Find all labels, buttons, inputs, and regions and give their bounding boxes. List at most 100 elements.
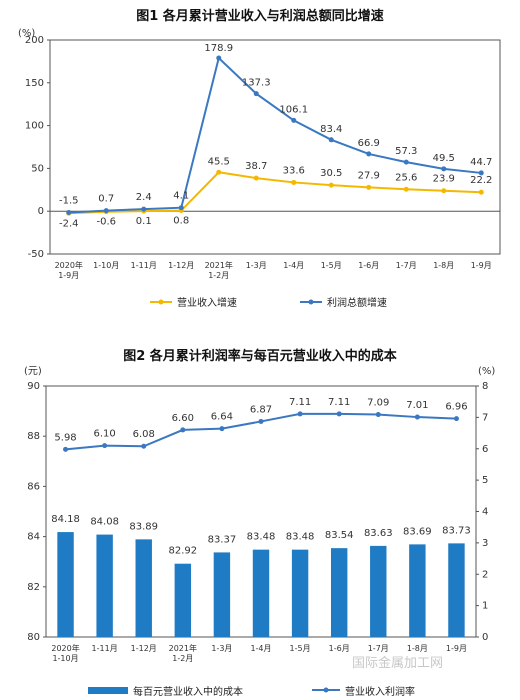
cost-bar-label: 83.37 — [208, 534, 237, 545]
revenue-point — [216, 169, 222, 175]
profit-point — [403, 159, 409, 165]
cost-bar-label: 82.92 — [168, 546, 197, 557]
profit-point — [328, 137, 334, 143]
chart2-y-tick-left: 88 — [27, 431, 40, 442]
profit-point — [366, 151, 372, 157]
chart2-y-tick-right: 1 — [482, 601, 488, 612]
chart2-x-tick: 1-9月 — [446, 644, 467, 653]
chart2-y-unit-right: (%) — [478, 366, 495, 377]
chart1-x-tick: 1-6月 — [358, 261, 379, 270]
chart2-y-tick-left: 82 — [27, 582, 40, 593]
profit-data-label: 83.4 — [320, 124, 342, 135]
cost-bar-label: 83.48 — [286, 532, 315, 543]
chart1-y-tick: 200 — [25, 35, 44, 46]
chart1-legend: 营业收入增速 利润总额增速 — [150, 296, 387, 309]
cost-bar — [174, 563, 192, 637]
revenue-point — [253, 175, 259, 181]
revenue-data-label: 0.1 — [136, 216, 152, 227]
profit-data-label: 106.1 — [279, 104, 308, 115]
chart1-plot-frame — [49, 39, 501, 255]
cost-bar — [448, 543, 465, 637]
chart1-y-unit: (%) — [18, 28, 35, 39]
chart1-x-tick: 1-9月 — [471, 261, 492, 270]
chart1-x-tick: 1-4月 — [283, 261, 304, 270]
margin-data-label: 6.64 — [211, 412, 233, 423]
chart1-x-tick: 1-10月 — [93, 261, 119, 270]
chart2-x-tick: 1-2月 — [172, 654, 193, 663]
chart1-x-tick: 1-11月 — [131, 261, 157, 270]
chart2-y-tick-left: 80 — [27, 632, 40, 643]
cost-bar-label: 83.48 — [247, 532, 276, 543]
chart1-x-tick: 2020年 — [55, 260, 83, 270]
chart1-x-tick: 2021年 — [205, 260, 233, 270]
legend-margin: 营业收入利润率 — [345, 685, 415, 698]
margin-data-label: 6.60 — [172, 413, 194, 424]
profit-point — [178, 205, 184, 211]
cost-bar — [213, 552, 231, 637]
revenue-point — [291, 179, 297, 185]
chart2-legend: 每百元营业收入中的成本 营业收入利润率 — [88, 685, 415, 698]
chart2-x-tick: 1-8月 — [407, 644, 428, 653]
cost-bar-label: 84.18 — [51, 514, 80, 525]
chart2-x-tick: 1-10月 — [52, 654, 78, 663]
legend-cost: 每百元营业收入中的成本 — [133, 685, 243, 698]
cost-bar — [57, 532, 74, 637]
cost-bar-label: 83.73 — [442, 525, 471, 536]
chart2-x-tick: 2021年 — [169, 643, 197, 653]
chart1-y-tick: 100 — [25, 121, 44, 132]
profit-point — [66, 209, 72, 215]
margin-data-label: 7.01 — [406, 400, 428, 411]
chart-profit-margin-cost: 图2 各月累计利润率与每百元营业收入中的成本 (元) (%) 808284868… — [24, 348, 495, 698]
legend-margin-marker — [323, 687, 329, 693]
profit-data-label: 4.1 — [173, 191, 189, 202]
profit-data-label: 66.9 — [358, 138, 380, 149]
cost-bar-label: 83.54 — [325, 530, 354, 541]
revenue-data-label: 0.8 — [173, 216, 189, 227]
revenue-point — [441, 188, 447, 194]
cost-bar — [252, 549, 270, 637]
chart2-y-tick-right: 6 — [482, 444, 488, 455]
revenue-point — [403, 186, 409, 192]
cost-bar-label: 83.89 — [129, 521, 158, 532]
chart1-y-tick: 50 — [31, 163, 44, 174]
cost-bar — [330, 548, 348, 637]
chart1-y-tick: 0 — [38, 206, 44, 217]
revenue-point — [478, 189, 484, 195]
margin-point — [414, 414, 420, 420]
legend-profit-growth: 利润总额增速 — [327, 296, 387, 309]
revenue-data-label: -0.6 — [96, 217, 116, 228]
profit-data-label: 178.9 — [204, 43, 233, 54]
cost-bar-label: 84.08 — [90, 517, 119, 528]
margin-point — [375, 412, 381, 418]
profit-data-label: 137.3 — [242, 78, 271, 89]
margin-data-label: 6.87 — [250, 404, 272, 415]
chart2-y-tick-left: 86 — [27, 481, 40, 492]
profit-data-label: -1.5 — [59, 195, 79, 206]
chart2-x-tick: 1-6月 — [329, 644, 350, 653]
cost-bar — [291, 549, 309, 637]
profit-data-label: 2.4 — [136, 192, 152, 203]
margin-point — [453, 416, 459, 422]
chart2-y-tick-right: 5 — [482, 475, 488, 486]
chart1-x-tick: 1-9月 — [58, 271, 79, 280]
margin-point — [297, 411, 303, 417]
margin-data-label: 6.96 — [445, 402, 467, 413]
chart2-y-tick-right: 4 — [482, 507, 488, 518]
revenue-data-label: 30.5 — [320, 168, 342, 179]
profit-point — [291, 117, 297, 123]
profit-point — [441, 166, 447, 172]
chart1-x-tick: 1-3月 — [246, 261, 267, 270]
chart2-x-tick: 1-5月 — [290, 644, 311, 653]
series-line-revenue — [68, 171, 482, 215]
margin-data-label: 7.11 — [289, 397, 311, 408]
chart2-x-tick: 1-4月 — [250, 644, 271, 653]
profit-point — [141, 206, 147, 212]
profit-data-label: 49.5 — [433, 153, 455, 164]
margin-point — [102, 443, 108, 449]
revenue-data-label: 45.5 — [208, 156, 230, 167]
chart2-title: 图2 各月累计利润率与每百元营业收入中的成本 — [123, 348, 397, 364]
chart1-x-tick: 1-12月 — [168, 261, 194, 270]
legend-profit-marker — [308, 299, 314, 305]
revenue-data-label: 23.9 — [433, 174, 455, 185]
profit-data-label: 57.3 — [395, 146, 417, 157]
